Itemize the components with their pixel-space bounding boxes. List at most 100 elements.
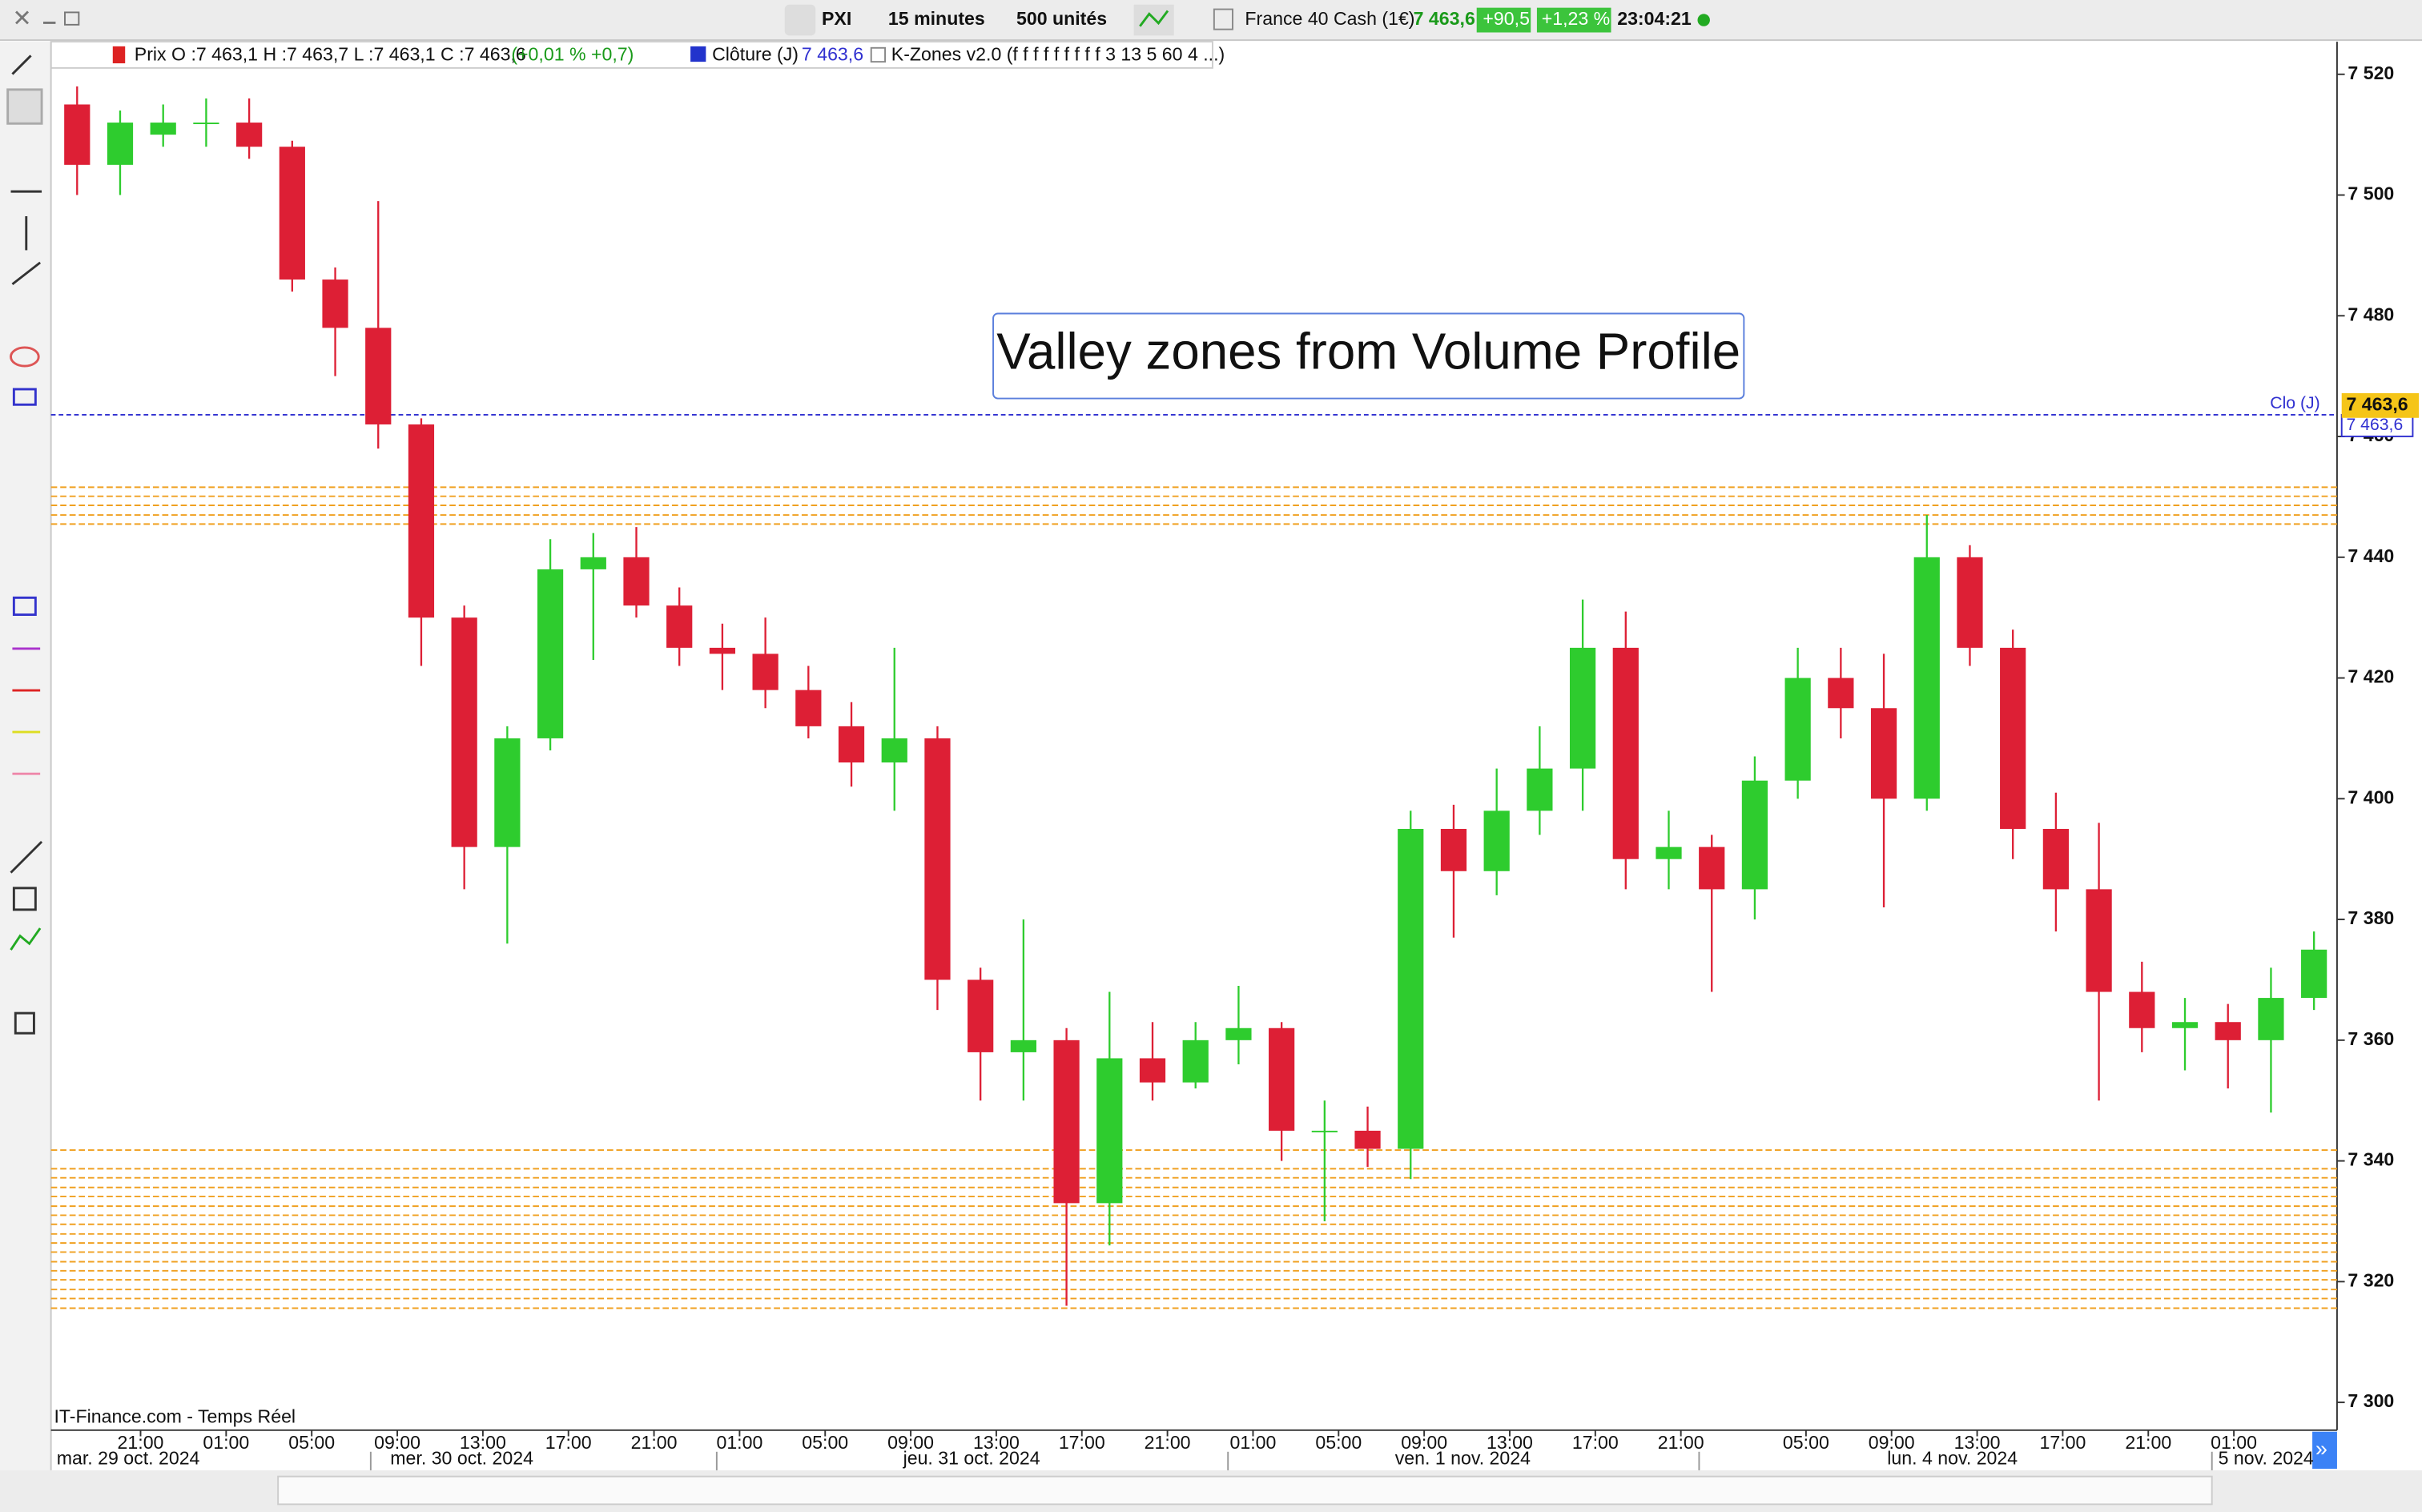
y-tick-label: 7 520	[2348, 62, 2394, 83]
data-source: IT-Finance.com - Temps Réel	[54, 1405, 296, 1426]
units[interactable]: 500 unités	[1016, 8, 1107, 29]
x-tick-label: 01:00	[203, 1432, 249, 1453]
candle-body	[236, 123, 263, 147]
candle-body	[1656, 846, 1682, 859]
symbol[interactable]: PXI	[822, 8, 851, 29]
drawing-tools[interactable]	[6, 54, 43, 1035]
y-tick-label: 7 500	[2348, 183, 2394, 204]
price-change: (+0,01 % +0,7)	[511, 44, 634, 65]
candle-body	[451, 617, 477, 847]
minimize-button[interactable]	[43, 21, 56, 24]
info-icon[interactable]	[1213, 8, 1233, 30]
candle-body	[1569, 647, 1596, 769]
candle-body	[968, 979, 994, 1052]
date-label: mer. 30 oct. 2024	[390, 1448, 533, 1469]
last-price: 7 463,6	[1414, 8, 1475, 29]
x-tick-label: 17:00	[545, 1432, 592, 1453]
candle-body	[580, 557, 606, 569]
candle-body	[924, 738, 951, 980]
candle-body	[881, 738, 907, 763]
candle-body	[1913, 557, 1940, 799]
candle-body	[408, 424, 435, 618]
candle-body	[709, 647, 736, 654]
annotation-box	[992, 312, 1745, 400]
candle-body	[1440, 829, 1467, 871]
x-tick-label: 13:00	[973, 1432, 1020, 1453]
scroll-end-button[interactable]	[2312, 1431, 2337, 1470]
candle-body	[107, 123, 134, 165]
change: +90,5	[1483, 8, 1530, 29]
candle-body	[2042, 829, 2070, 890]
x-tick-label: 21:00	[1658, 1432, 1704, 1453]
candle-body	[752, 653, 778, 690]
link-button[interactable]	[784, 4, 816, 36]
close-button[interactable]: ✕	[12, 6, 31, 32]
candle-body	[623, 557, 650, 606]
close-price-label: 7 463,6	[2347, 416, 2404, 434]
candle-body	[1010, 1040, 1036, 1052]
y-tick-label: 7 380	[2348, 907, 2394, 928]
x-tick-label: 21:00	[631, 1432, 678, 1453]
x-tick-label: 01:00	[716, 1432, 762, 1453]
candle-body	[2258, 998, 2284, 1040]
candle-body	[666, 605, 693, 648]
y-tick-label: 7 340	[2348, 1149, 2394, 1170]
annotation: Valley zones from Volume Profile	[996, 323, 1740, 380]
x-tick-label: 01:00	[2211, 1432, 2257, 1453]
candle-body	[2000, 647, 2026, 830]
change-pct-badge	[1536, 7, 1611, 33]
status-dot	[1697, 14, 1710, 26]
last-price-badge	[2341, 392, 2420, 418]
candle-body	[1398, 829, 1424, 1149]
left-toolbar	[0, 42, 51, 1470]
x-tick-label: 17:00	[1572, 1432, 1619, 1453]
candle-body	[838, 726, 865, 763]
price-swatch	[112, 46, 126, 64]
indicator-icon	[1139, 10, 1169, 27]
candle-body	[2129, 991, 2155, 1028]
candle-body	[1699, 846, 1725, 890]
x-tick-label: 17:00	[1059, 1432, 1105, 1453]
legend-bar	[50, 41, 1213, 69]
last-price-label: 7 463,6	[2347, 393, 2408, 414]
candle-body	[1828, 678, 1854, 709]
candle-body	[1225, 1027, 1252, 1040]
x-tick-label: 09:00	[887, 1432, 934, 1453]
close-swatch	[690, 46, 706, 62]
scroll-end-icon: »	[2315, 1437, 2327, 1461]
x-tick-label: 05:00	[1315, 1432, 1362, 1453]
clock: 23:04:21	[1617, 8, 1692, 29]
x-tick-label: 13:00	[1487, 1432, 1533, 1453]
change-pct: +1,23 %	[1542, 8, 1611, 29]
candle-body	[795, 690, 822, 726]
price-legend: Prix O :7 463,1 H :7 463,7 L :7 463,1 C …	[135, 44, 526, 65]
y-tick-label: 7 480	[2348, 304, 2394, 324]
y-tick-label: 7 440	[2348, 545, 2394, 566]
close-line-label: Clo (J)	[2270, 394, 2319, 412]
candle-body	[2086, 889, 2112, 992]
candle-body	[150, 123, 176, 135]
candle-body	[2171, 1022, 2199, 1028]
candle-body	[64, 104, 91, 165]
indicator-checkbox[interactable]	[870, 46, 887, 63]
scrollbar[interactable]	[277, 1475, 2213, 1506]
date-label: 5 nov. 2024	[2219, 1448, 2314, 1469]
candle-body	[537, 569, 564, 738]
y-tick-label: 7 320	[2348, 1269, 2394, 1290]
x-tick-label: 05:00	[802, 1432, 848, 1453]
candle-body	[1182, 1040, 1209, 1083]
date-label: mar. 29 oct. 2024	[57, 1448, 200, 1469]
plot: 7 300 7 320 7 340 7 360 7 380 7 400 7 420 7 440…	[50, 62, 2420, 1470]
candle-body	[322, 279, 348, 328]
candle-body	[1957, 557, 1983, 648]
restore-button[interactable]	[64, 11, 80, 26]
interval[interactable]: 15 minutes	[888, 8, 985, 29]
candle-body	[2215, 1022, 2241, 1040]
candle-body	[1612, 647, 1639, 859]
x-tick-label: 21:00	[1145, 1432, 1191, 1453]
x-tick-label: 09:00	[1869, 1432, 1915, 1453]
candle-body	[279, 147, 305, 280]
candle-body	[2301, 949, 2327, 999]
